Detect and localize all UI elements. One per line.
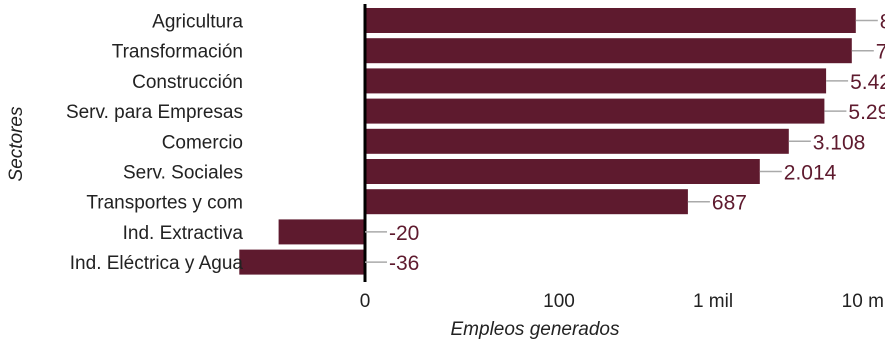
x-axis-label: Empleos generados <box>451 319 620 340</box>
bar <box>278 219 365 245</box>
value-label: -20 <box>389 222 419 245</box>
y-axis-label: Sectores <box>6 106 27 181</box>
bar <box>239 249 365 275</box>
category-label: Ind. Eléctrica y Agua <box>70 253 244 274</box>
bar <box>365 159 760 184</box>
value-label: 2.014 <box>784 162 837 185</box>
bar <box>365 98 825 124</box>
category-label: Agricultura <box>152 12 243 33</box>
category-label: Transformación <box>112 42 243 63</box>
bar <box>365 128 789 154</box>
bar <box>365 189 688 215</box>
bar <box>365 8 856 33</box>
category-label: Ind. Extractiva <box>123 223 244 244</box>
bar <box>365 38 852 64</box>
category-label: Serv. para Empresas <box>66 102 243 123</box>
category-label: Serv. Sociales <box>123 163 243 184</box>
value-label: 8.455 <box>880 11 885 34</box>
category-label: Comercio <box>162 132 243 153</box>
x-tick-label: 100 <box>543 291 575 312</box>
category-label: Transportes y com <box>86 193 243 214</box>
category-label: Construcción <box>132 72 243 93</box>
x-tick-label: 10 mil <box>842 291 885 312</box>
value-label: 5.290 <box>848 101 885 124</box>
bar <box>365 68 827 94</box>
x-tick-label: 0 <box>360 291 371 312</box>
value-label: 687 <box>712 192 747 215</box>
value-label: 5.428 <box>850 71 885 94</box>
value-label: 7.973 <box>876 41 885 64</box>
value-label: -36 <box>389 252 419 275</box>
x-tick-label: 1 mil <box>693 291 733 312</box>
value-label: 3.108 <box>813 131 866 154</box>
